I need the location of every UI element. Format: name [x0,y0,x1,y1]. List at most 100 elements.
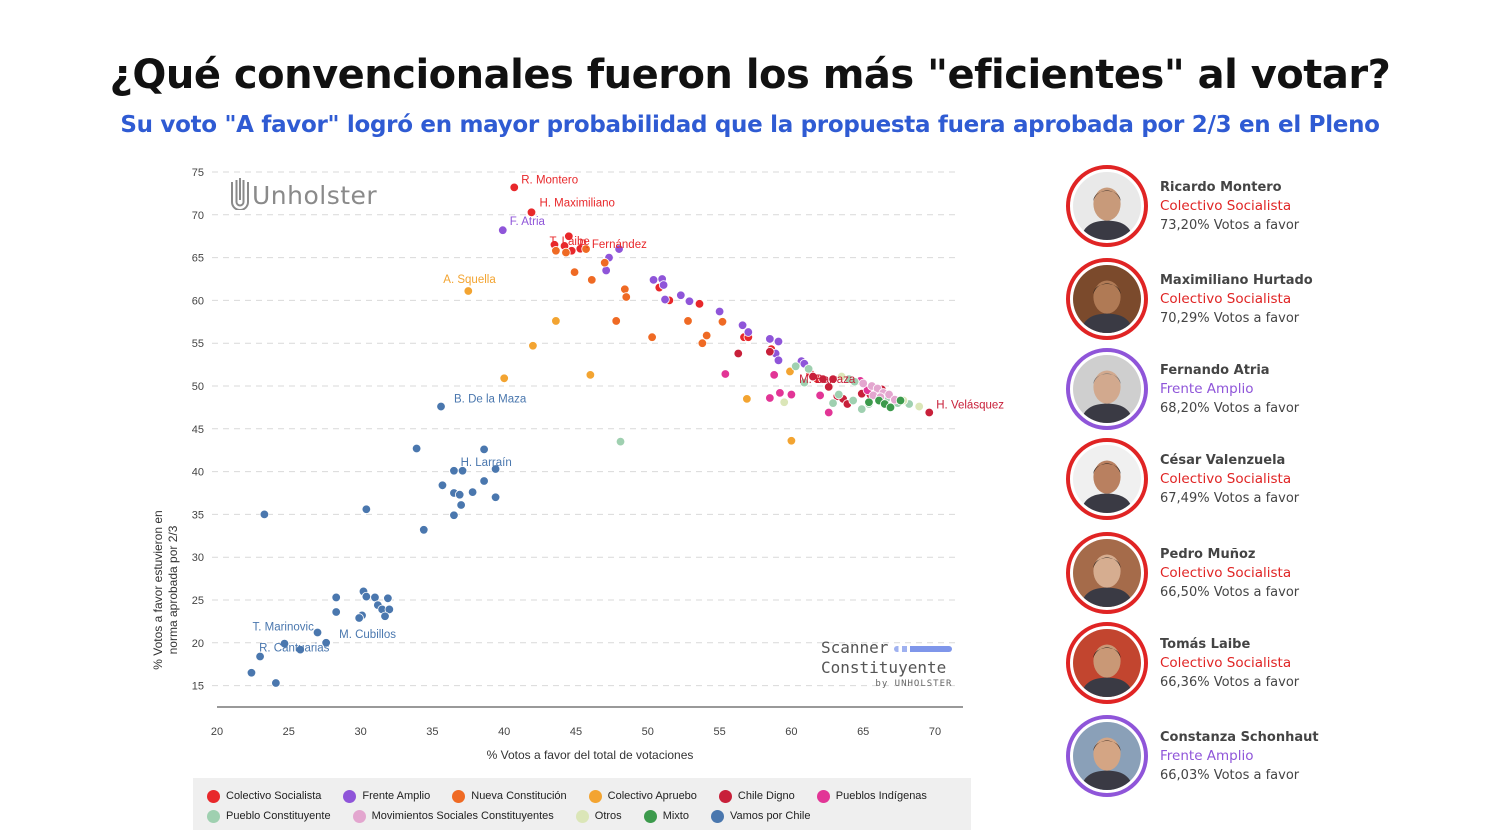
grid-lines [212,171,960,687]
data-point [720,369,731,379]
y-tick-label: 55 [192,338,204,350]
chart-title: ¿Qué convencionales fueron los más "efic… [109,52,1391,98]
scanner-logo-line1: Scanner [821,638,889,657]
y-axis-label-line1: % Votos a favor estuvieron en [151,510,165,669]
data-point [499,373,509,383]
avatar [1066,622,1148,704]
legend-label: Pueblo Constituyente [226,810,331,822]
data-point [765,393,775,403]
avatar [1066,438,1148,520]
member-party: Colectivo Socialista [1160,290,1292,307]
data-point [684,296,695,306]
member-profile: Maximiliano Hurtado Colectivo Socialista 7… [1066,258,1313,340]
y-tick-label: 45 [192,424,204,436]
annotation-label: P. Fernández [579,239,647,251]
legend-label: Colectivo Socialista [226,790,322,802]
data-point [279,638,290,649]
legend-label: Pueblos Indígenas [835,790,927,802]
avatar [1066,715,1148,797]
y-tick-label: 50 [192,381,204,393]
portrait-icon [1073,539,1141,607]
legend-swatch [352,809,366,823]
member-profile: Pedro Muñoz Colectivo Socialista 66,50% Vo… [1066,532,1299,614]
legend-item: Pueblo Constituyente [207,809,331,823]
data-point [733,348,743,359]
data-point [834,389,844,400]
y-axis-label-line2: norma aprobada por 2/3 [166,525,180,654]
data-point [714,306,725,317]
chart-legend: Colectivo Socialista Frente Amplio Nueva C… [193,778,971,830]
data-point [255,651,265,662]
unholster-logo-text: Unholster [252,181,378,210]
unholster-logo: Unholster [230,178,377,210]
member-name: Maximiliano Hurtado [1160,272,1313,288]
data-point [683,316,693,326]
member-name: Fernando Atria [1160,362,1270,378]
y-tick-label: 15 [192,681,204,693]
data-point [437,480,448,490]
legend-swatch [452,789,466,803]
data-point [449,510,459,520]
data-point [697,338,708,348]
legend-label: Vamos por Chile [729,810,811,822]
data-point [419,525,429,535]
portrait-icon [1073,722,1141,790]
data-point [828,374,838,384]
data-point [621,292,631,302]
data-point [836,371,847,382]
y-tick-label: 30 [192,552,204,564]
y-tick-label: 20 [192,638,204,650]
member-details: César Valenzuela Colectivo Socialista 67,4… [1160,451,1299,508]
data-point [775,388,785,398]
legend-swatch [207,809,220,823]
member-name: Tomás Laibe [1160,636,1251,652]
data-point [312,627,323,638]
x-tick-label: 30 [354,726,366,738]
data-point [383,593,393,603]
legend-label: Mixto [662,810,689,822]
data-point [786,389,797,400]
member-votes: 70,29% Votos a favor [1160,310,1300,326]
legend-item: Otros [575,809,622,823]
data-point [449,466,459,476]
legend-swatch [343,789,357,803]
data-point [858,378,868,389]
legend-item: Chile Digno [718,789,795,803]
legend-label: Movimientos Sociales Constituyentes [371,810,554,822]
data-point [271,678,281,688]
legend-label: Chile Digno [737,790,795,802]
portrait-icon [1073,265,1141,333]
data-point [331,592,341,603]
x-tick-label: 40 [498,726,510,738]
annotation-label: M. Cubillos [339,629,396,641]
data-point [737,320,748,330]
legend-swatch [588,789,602,803]
x-tick-label: 20 [211,726,223,738]
legend-swatch [207,789,220,803]
annotation-label: H. Larraín [461,457,512,469]
member-profile: Tomás Laibe Colectivo Socialista 66,36% Vo… [1066,622,1299,704]
data-point [694,299,705,309]
data-point [848,395,858,406]
legend-item: Movimientos Sociales Constituyentes [352,809,554,823]
data-point [799,377,810,388]
member-votes: 68,20% Votos a favor [1160,400,1300,416]
member-votes: 66,36% Votos a favor [1160,674,1300,690]
data-point [600,258,610,268]
data-point [528,341,538,351]
annotation-label: T. Laibe [550,236,590,248]
scanner-constituyente-logo: Scanner Constituyente by UNHOLSTER [821,638,953,690]
member-profile: César Valenzuela Colectivo Socialista 67,4… [1066,438,1299,520]
data-point [786,436,797,446]
data-point [742,394,752,404]
x-tick-label: 55 [713,726,725,738]
data-point [551,246,561,256]
data-point [490,464,501,474]
data-point [479,476,489,486]
member-details: Maximiliano Hurtado Colectivo Socialista 7… [1160,271,1313,328]
member-party: Colectivo Socialista [1160,564,1292,581]
data-point [773,355,784,366]
data-point [828,398,838,408]
chart-subtitle: Su voto "A favor" logró en mayor probabi… [120,112,1380,138]
y-tick-label: 40 [192,467,204,479]
